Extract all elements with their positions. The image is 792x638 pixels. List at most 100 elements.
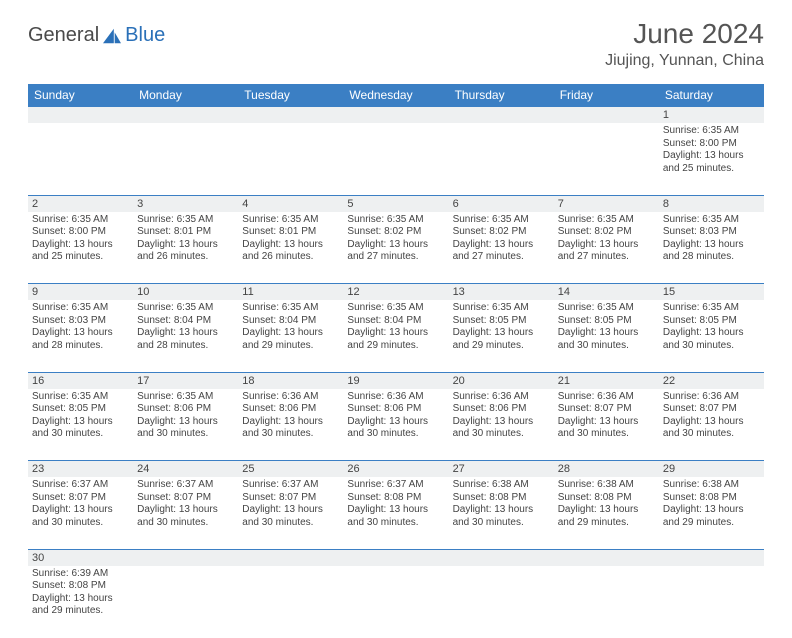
daynum-row: 9101112131415 xyxy=(28,284,764,301)
week-row: Sunrise: 6:39 AMSunset: 8:08 PMDaylight:… xyxy=(28,566,764,638)
daylight-line2: and 30 minutes. xyxy=(242,428,339,441)
sunrise-text: Sunrise: 6:35 AM xyxy=(242,302,339,315)
sunset-text: Sunset: 8:08 PM xyxy=(347,492,444,505)
daynum-cell: 5 xyxy=(343,195,448,212)
day-number: 26 xyxy=(347,463,359,475)
day-cell: Sunrise: 6:38 AMSunset: 8:08 PMDaylight:… xyxy=(659,477,764,549)
day-cell: Sunrise: 6:36 AMSunset: 8:07 PMDaylight:… xyxy=(659,389,764,461)
daynum-cell: 17 xyxy=(133,372,238,389)
day-cell xyxy=(554,566,659,638)
daynum-cell: 2 xyxy=(28,195,133,212)
daynum-cell xyxy=(343,549,448,566)
daynum-cell: 13 xyxy=(449,284,554,301)
day-cell: Sunrise: 6:37 AMSunset: 8:07 PMDaylight:… xyxy=(28,477,133,549)
sunrise-text: Sunrise: 6:38 AM xyxy=(558,479,655,492)
day-number: 30 xyxy=(32,552,44,564)
daylight-line2: and 30 minutes. xyxy=(137,517,234,530)
day-number: 10 xyxy=(137,286,149,298)
daynum-cell: 4 xyxy=(238,195,343,212)
dow-label: Wednesday xyxy=(349,88,412,102)
daynum-cell xyxy=(449,549,554,566)
sunset-text: Sunset: 8:08 PM xyxy=(663,492,760,505)
sunset-text: Sunset: 8:08 PM xyxy=(453,492,550,505)
day-cell: Sunrise: 6:35 AMSunset: 8:05 PMDaylight:… xyxy=(659,300,764,372)
daynum-cell: 6 xyxy=(449,195,554,212)
daynum-cell: 23 xyxy=(28,461,133,478)
daylight-line1: Daylight: 13 hours xyxy=(663,239,760,252)
daylight-line2: and 25 minutes. xyxy=(663,163,760,176)
day-number: 6 xyxy=(453,198,459,210)
daylight-line2: and 29 minutes. xyxy=(347,340,444,353)
dow-header-cell: Friday xyxy=(554,84,659,107)
daynum-cell: 3 xyxy=(133,195,238,212)
sunset-text: Sunset: 8:02 PM xyxy=(453,226,550,239)
day-cell xyxy=(133,123,238,195)
day-number: 23 xyxy=(32,463,44,475)
daylight-line2: and 26 minutes. xyxy=(137,251,234,264)
daynum-cell: 10 xyxy=(133,284,238,301)
sunrise-text: Sunrise: 6:35 AM xyxy=(137,302,234,315)
day-number: 20 xyxy=(453,375,465,387)
day-number: 29 xyxy=(663,463,675,475)
sunset-text: Sunset: 8:01 PM xyxy=(242,226,339,239)
sunset-text: Sunset: 8:06 PM xyxy=(453,403,550,416)
daylight-line1: Daylight: 13 hours xyxy=(32,239,129,252)
daylight-line1: Daylight: 13 hours xyxy=(558,327,655,340)
dow-header-cell: Thursday xyxy=(449,84,554,107)
dow-label: Saturday xyxy=(665,88,713,102)
sunrise-text: Sunrise: 6:35 AM xyxy=(453,214,550,227)
day-cell: Sunrise: 6:36 AMSunset: 8:06 PMDaylight:… xyxy=(343,389,448,461)
daylight-line2: and 30 minutes. xyxy=(558,340,655,353)
sunrise-text: Sunrise: 6:35 AM xyxy=(453,302,550,315)
sunrise-text: Sunrise: 6:39 AM xyxy=(32,568,129,581)
day-cell: Sunrise: 6:36 AMSunset: 8:06 PMDaylight:… xyxy=(449,389,554,461)
daynum-cell: 14 xyxy=(554,284,659,301)
sunset-text: Sunset: 8:01 PM xyxy=(137,226,234,239)
day-cell: Sunrise: 6:35 AMSunset: 8:02 PMDaylight:… xyxy=(449,212,554,284)
daylight-line1: Daylight: 13 hours xyxy=(32,327,129,340)
sunset-text: Sunset: 8:05 PM xyxy=(453,315,550,328)
sunset-text: Sunset: 8:03 PM xyxy=(32,315,129,328)
daynum-cell: 30 xyxy=(28,549,133,566)
day-cell xyxy=(659,566,764,638)
week-row: Sunrise: 6:35 AMSunset: 8:00 PMDaylight:… xyxy=(28,212,764,284)
dow-label: Monday xyxy=(139,88,182,102)
sunrise-text: Sunrise: 6:35 AM xyxy=(32,391,129,404)
daylight-line1: Daylight: 13 hours xyxy=(558,416,655,429)
daynum-cell: 19 xyxy=(343,372,448,389)
day-number: 5 xyxy=(347,198,353,210)
sunset-text: Sunset: 8:02 PM xyxy=(347,226,444,239)
sunset-text: Sunset: 8:05 PM xyxy=(558,315,655,328)
brand-part2: Blue xyxy=(125,24,165,47)
sunrise-text: Sunrise: 6:35 AM xyxy=(32,214,129,227)
daylight-line1: Daylight: 13 hours xyxy=(663,150,760,163)
daynum-cell: 1 xyxy=(659,107,764,124)
daynum-cell xyxy=(238,549,343,566)
day-cell: Sunrise: 6:38 AMSunset: 8:08 PMDaylight:… xyxy=(449,477,554,549)
sunrise-text: Sunrise: 6:36 AM xyxy=(558,391,655,404)
day-number: 25 xyxy=(242,463,254,475)
daynum-cell: 11 xyxy=(238,284,343,301)
day-cell: Sunrise: 6:35 AMSunset: 8:03 PMDaylight:… xyxy=(28,300,133,372)
sunset-text: Sunset: 8:04 PM xyxy=(137,315,234,328)
daynum-cell: 29 xyxy=(659,461,764,478)
daylight-line2: and 29 minutes. xyxy=(558,517,655,530)
day-number: 19 xyxy=(347,375,359,387)
sunrise-text: Sunrise: 6:35 AM xyxy=(347,302,444,315)
daynum-cell xyxy=(238,107,343,124)
daynum-cell: 21 xyxy=(554,372,659,389)
daylight-line1: Daylight: 13 hours xyxy=(137,504,234,517)
daynum-cell: 8 xyxy=(659,195,764,212)
dow-header-cell: Tuesday xyxy=(238,84,343,107)
sunrise-text: Sunrise: 6:37 AM xyxy=(242,479,339,492)
title-block: June 2024 Jiujing, Yunnan, China xyxy=(605,18,764,70)
sunset-text: Sunset: 8:08 PM xyxy=(558,492,655,505)
day-cell: Sunrise: 6:35 AMSunset: 8:05 PMDaylight:… xyxy=(449,300,554,372)
day-number: 28 xyxy=(558,463,570,475)
daynum-row: 16171819202122 xyxy=(28,372,764,389)
sunrise-text: Sunrise: 6:36 AM xyxy=(663,391,760,404)
daylight-line2: and 30 minutes. xyxy=(453,517,550,530)
daynum-cell xyxy=(28,107,133,124)
daynum-cell: 24 xyxy=(133,461,238,478)
sunset-text: Sunset: 8:02 PM xyxy=(558,226,655,239)
